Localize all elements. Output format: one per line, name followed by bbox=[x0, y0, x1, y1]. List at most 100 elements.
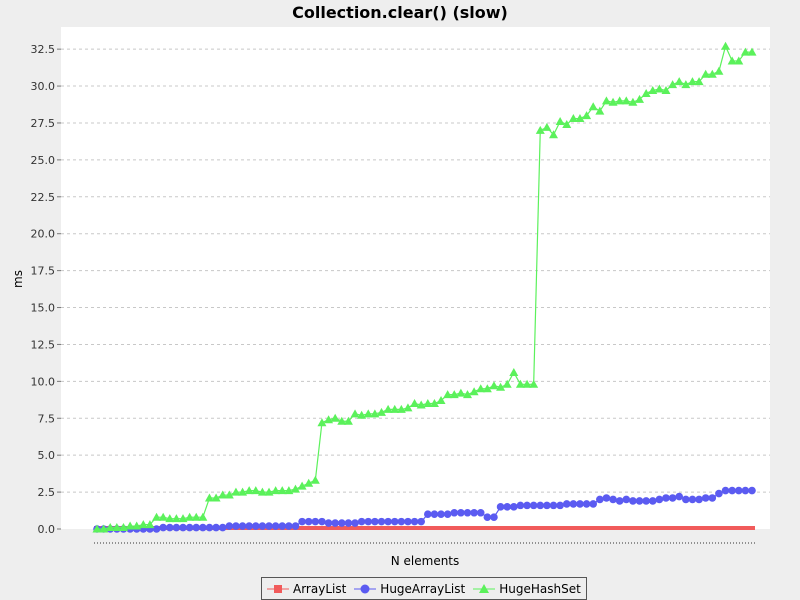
data-point bbox=[629, 497, 637, 505]
data-point bbox=[198, 512, 208, 521]
data-point bbox=[199, 523, 207, 532]
data-point bbox=[410, 399, 420, 407]
data-point bbox=[688, 495, 697, 504]
data-point bbox=[635, 94, 645, 103]
data-point bbox=[714, 66, 724, 75]
data-point bbox=[344, 519, 353, 527]
data-point bbox=[734, 486, 743, 495]
data-point bbox=[258, 522, 267, 530]
data-point bbox=[681, 80, 691, 89]
data-point bbox=[542, 122, 552, 131]
data-point bbox=[357, 517, 366, 526]
data-point bbox=[596, 495, 604, 504]
data-point bbox=[232, 522, 240, 530]
data-point bbox=[429, 399, 439, 407]
data-point bbox=[715, 489, 723, 498]
data-point bbox=[483, 513, 492, 521]
data-point bbox=[238, 487, 248, 496]
data-point bbox=[682, 495, 690, 504]
data-point bbox=[284, 486, 294, 495]
data-point bbox=[496, 382, 506, 391]
data-point bbox=[740, 47, 750, 56]
data-point bbox=[728, 486, 736, 495]
y-axis-label: ms bbox=[11, 270, 25, 288]
data-point bbox=[165, 523, 174, 532]
data-point bbox=[403, 403, 413, 412]
data-point bbox=[245, 522, 253, 530]
data-point bbox=[218, 523, 227, 532]
data-point bbox=[549, 501, 558, 510]
data-point bbox=[695, 495, 703, 504]
y-tick-label: 32.5 bbox=[31, 43, 56, 56]
data-point bbox=[523, 501, 531, 510]
data-point bbox=[171, 514, 181, 523]
data-point bbox=[701, 494, 710, 502]
data-point bbox=[741, 486, 750, 495]
data-point bbox=[343, 416, 353, 425]
data-point bbox=[350, 409, 360, 418]
data-point bbox=[562, 119, 572, 128]
data-point bbox=[390, 517, 399, 526]
data-point bbox=[496, 503, 505, 511]
data-point bbox=[430, 510, 439, 519]
data-point bbox=[582, 500, 591, 508]
legend-marker-circle-icon bbox=[354, 584, 377, 593]
data-point bbox=[615, 497, 624, 505]
data-point bbox=[748, 486, 756, 495]
data-point bbox=[277, 486, 287, 495]
data-point bbox=[522, 379, 532, 388]
data-point bbox=[298, 517, 306, 526]
data-point bbox=[178, 514, 188, 523]
data-point bbox=[404, 517, 412, 526]
data-point bbox=[377, 517, 386, 526]
data-point bbox=[535, 125, 545, 134]
data-point bbox=[463, 390, 473, 399]
data-point bbox=[251, 486, 261, 495]
grid-lines bbox=[61, 48, 770, 493]
data-point bbox=[694, 77, 704, 86]
data-point bbox=[609, 495, 617, 504]
data-point bbox=[159, 523, 167, 532]
data-point bbox=[668, 80, 678, 89]
data-point bbox=[357, 410, 367, 419]
y-tick-label: 22.5 bbox=[31, 191, 56, 204]
y-tick-label: 2.5 bbox=[38, 486, 56, 499]
data-point bbox=[297, 481, 307, 490]
legend-item-hugehashset: HugeHashSet bbox=[473, 582, 581, 596]
series-hugehashset bbox=[92, 41, 757, 533]
chart-title: Collection.clear() (slow) bbox=[292, 3, 508, 22]
data-point bbox=[92, 524, 102, 533]
data-point bbox=[622, 495, 631, 504]
data-point bbox=[132, 521, 142, 530]
data-point bbox=[212, 523, 220, 532]
data-point bbox=[648, 85, 658, 94]
data-point bbox=[424, 510, 432, 519]
y-tick-label: 27.5 bbox=[31, 117, 56, 130]
data-point bbox=[152, 512, 162, 521]
data-point bbox=[384, 517, 392, 526]
data-point bbox=[331, 519, 339, 527]
data-point bbox=[370, 409, 380, 418]
data-point bbox=[555, 116, 565, 125]
data-point bbox=[271, 486, 281, 495]
data-point bbox=[608, 97, 618, 106]
data-point bbox=[105, 523, 115, 532]
data-point bbox=[211, 493, 221, 502]
data-point bbox=[510, 503, 518, 511]
data-point bbox=[396, 404, 406, 413]
legend-marker-triangle-icon bbox=[473, 583, 496, 593]
data-point bbox=[582, 111, 592, 120]
data-point bbox=[707, 69, 717, 78]
y-tick-label: 7.5 bbox=[38, 412, 56, 425]
data-point bbox=[536, 501, 545, 510]
data-point bbox=[410, 517, 419, 526]
data-point bbox=[628, 97, 638, 106]
data-point bbox=[416, 400, 426, 409]
data-point bbox=[655, 495, 664, 504]
data-point bbox=[457, 508, 465, 517]
data-point bbox=[662, 494, 670, 502]
data-point bbox=[225, 522, 234, 530]
y-tick-label: 30.0 bbox=[31, 80, 56, 93]
data-point bbox=[423, 399, 433, 407]
data-point bbox=[257, 487, 267, 496]
